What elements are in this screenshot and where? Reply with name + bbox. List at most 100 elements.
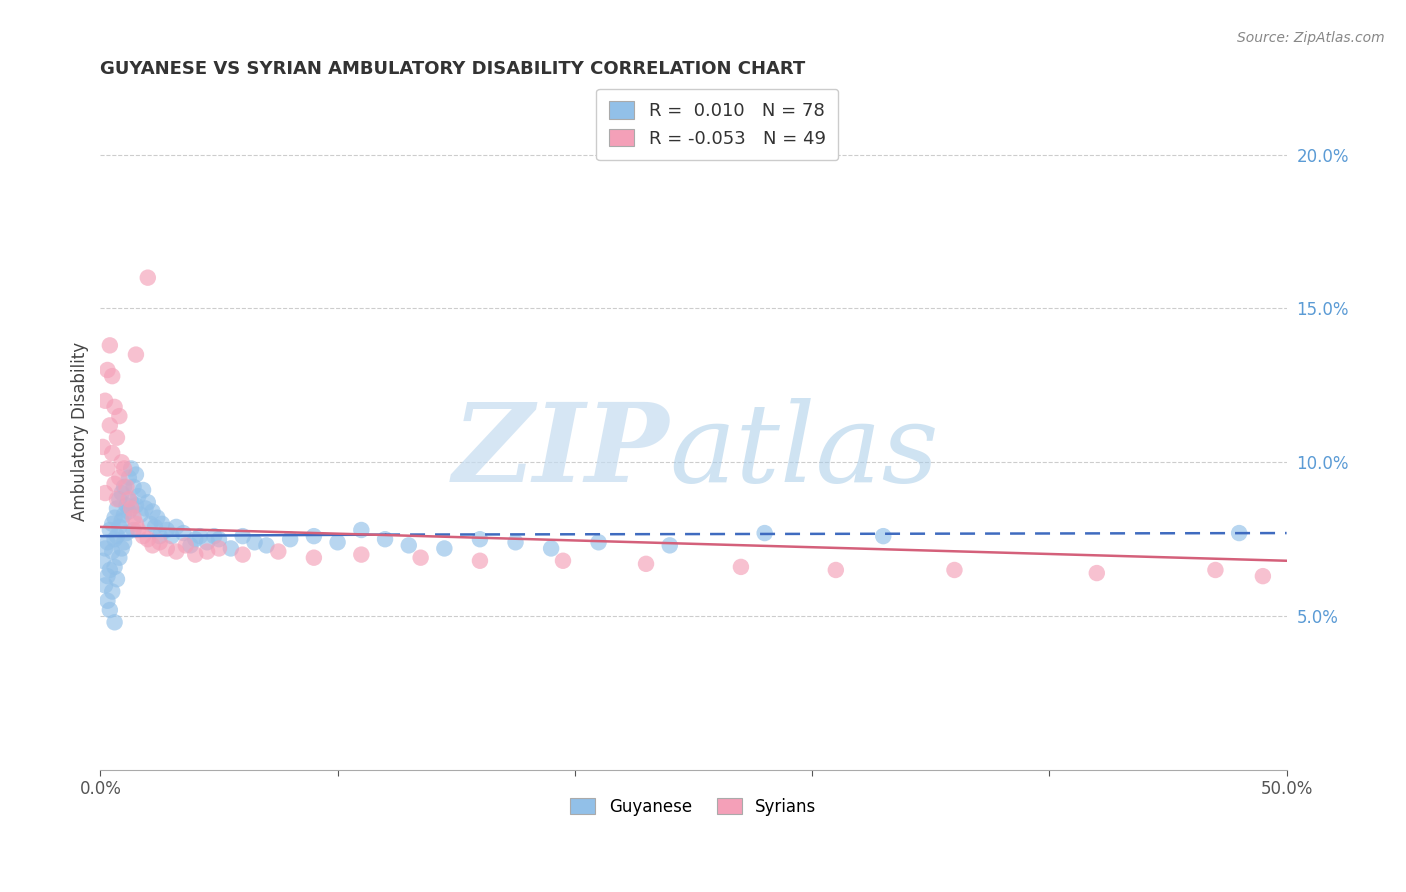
- Point: [160, 529, 183, 543]
- Point: [468, 533, 491, 547]
- Point: [149, 535, 172, 549]
- Point: [136, 495, 159, 509]
- Point: [108, 409, 131, 424]
- Text: Source: ZipAtlas.com: Source: ZipAtlas.com: [1237, 31, 1385, 45]
- Point: [108, 520, 131, 534]
- Point: [872, 529, 894, 543]
- Point: [101, 544, 124, 558]
- Point: [112, 461, 135, 475]
- Point: [1251, 569, 1274, 583]
- Point: [96, 535, 118, 549]
- Point: [174, 538, 197, 552]
- Point: [122, 510, 145, 524]
- Point: [115, 526, 138, 541]
- Point: [94, 486, 117, 500]
- Point: [103, 400, 125, 414]
- Point: [254, 538, 277, 552]
- Point: [98, 563, 121, 577]
- Point: [125, 516, 148, 531]
- Point: [1227, 526, 1250, 541]
- Point: [120, 461, 142, 475]
- Point: [91, 440, 114, 454]
- Point: [243, 535, 266, 549]
- Y-axis label: Ambulatory Disability: Ambulatory Disability: [72, 342, 89, 521]
- Text: atlas: atlas: [669, 398, 939, 506]
- Point: [139, 516, 162, 531]
- Point: [208, 541, 231, 556]
- Point: [150, 516, 173, 531]
- Point: [105, 501, 128, 516]
- Point: [184, 533, 207, 547]
- Point: [1204, 563, 1226, 577]
- Point: [103, 615, 125, 630]
- Point: [943, 563, 966, 577]
- Point: [127, 523, 149, 537]
- Point: [540, 541, 562, 556]
- Point: [111, 541, 134, 556]
- Point: [111, 514, 134, 528]
- Point: [98, 338, 121, 352]
- Point: [125, 467, 148, 482]
- Point: [111, 455, 134, 469]
- Point: [143, 520, 166, 534]
- Point: [398, 538, 420, 552]
- Point: [96, 363, 118, 377]
- Point: [120, 501, 142, 516]
- Point: [141, 538, 163, 552]
- Point: [374, 533, 396, 547]
- Point: [112, 480, 135, 494]
- Point: [730, 560, 752, 574]
- Point: [824, 563, 846, 577]
- Point: [267, 544, 290, 558]
- Point: [111, 486, 134, 500]
- Point: [219, 541, 242, 556]
- Point: [134, 501, 156, 516]
- Point: [208, 533, 231, 547]
- Point: [122, 523, 145, 537]
- Point: [98, 603, 121, 617]
- Point: [179, 538, 201, 552]
- Text: ZIP: ZIP: [453, 398, 669, 506]
- Point: [103, 476, 125, 491]
- Point: [94, 578, 117, 592]
- Point: [1085, 566, 1108, 580]
- Point: [202, 529, 225, 543]
- Point: [115, 480, 138, 494]
- Point: [634, 557, 657, 571]
- Point: [96, 569, 118, 583]
- Point: [125, 499, 148, 513]
- Point: [127, 489, 149, 503]
- Point: [184, 548, 207, 562]
- Point: [172, 526, 194, 541]
- Point: [105, 572, 128, 586]
- Point: [94, 393, 117, 408]
- Point: [195, 535, 218, 549]
- Point: [108, 492, 131, 507]
- Point: [350, 523, 373, 537]
- Point: [101, 446, 124, 460]
- Point: [468, 554, 491, 568]
- Point: [103, 533, 125, 547]
- Point: [122, 480, 145, 494]
- Point: [188, 529, 211, 543]
- Point: [658, 538, 681, 552]
- Point: [141, 504, 163, 518]
- Point: [326, 535, 349, 549]
- Point: [96, 593, 118, 607]
- Point: [232, 529, 254, 543]
- Point: [551, 554, 574, 568]
- Point: [754, 526, 776, 541]
- Point: [146, 510, 169, 524]
- Point: [105, 431, 128, 445]
- Point: [105, 529, 128, 543]
- Point: [91, 554, 114, 568]
- Point: [101, 516, 124, 531]
- Point: [156, 523, 179, 537]
- Point: [125, 348, 148, 362]
- Point: [129, 508, 152, 522]
- Point: [505, 535, 527, 549]
- Point: [433, 541, 456, 556]
- Point: [115, 499, 138, 513]
- Point: [132, 483, 155, 497]
- Point: [232, 548, 254, 562]
